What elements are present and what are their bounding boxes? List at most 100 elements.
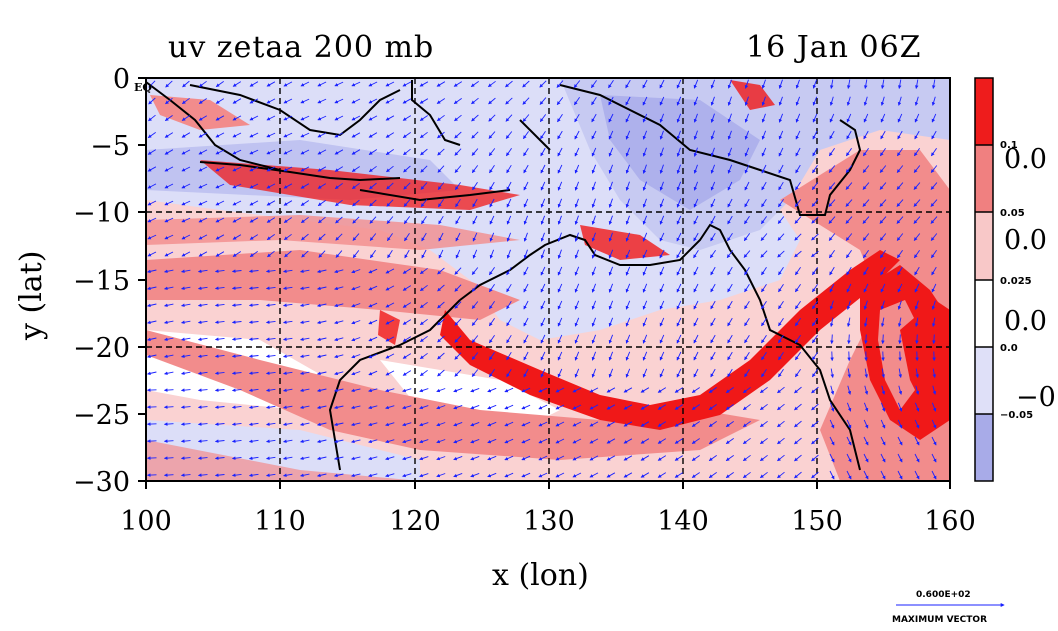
wind-vector [147, 217, 157, 223]
wind-vector [572, 421, 582, 427]
wind-vector [556, 80, 564, 88]
wind-vector [591, 283, 597, 293]
wind-vector [625, 351, 631, 361]
wind-vector [829, 470, 835, 480]
wind-vector [164, 354, 174, 359]
wind-vector [505, 114, 513, 122]
wind-vector [829, 317, 834, 327]
wind-vector [659, 198, 665, 208]
wind-vector [181, 286, 191, 291]
wind-vector [744, 283, 750, 293]
wind-vector [351, 286, 361, 291]
wind-vector [317, 200, 326, 206]
wind-vector [727, 130, 732, 140]
wind-vector [523, 215, 529, 225]
wind-vector [540, 181, 546, 191]
wind-vector [642, 249, 648, 259]
wind-vector [759, 471, 768, 479]
wind-vector [181, 200, 191, 206]
wind-vector [897, 96, 902, 106]
wind-vector [506, 249, 511, 259]
wind-vector [164, 149, 174, 155]
wind-vector [557, 249, 562, 259]
wind-vector [419, 81, 429, 87]
wind-vector [659, 283, 665, 293]
wind-vector [863, 148, 869, 157]
wind-vector [283, 183, 293, 189]
wind-vector [778, 352, 784, 361]
wind-vector [334, 371, 344, 376]
wind-vector [351, 115, 361, 121]
wind-vector [436, 473, 446, 478]
wind-vector [301, 233, 309, 241]
wind-vector [676, 300, 682, 310]
x-tick-label: 140 [657, 506, 709, 537]
wind-vector [742, 471, 751, 479]
wind-vector [794, 437, 802, 445]
wind-vector [846, 283, 852, 293]
wind-vector [402, 336, 412, 342]
wind-vector [742, 454, 751, 462]
wind-vector [487, 387, 497, 393]
wind-vector [198, 183, 208, 189]
wind-vector [863, 113, 869, 123]
wind-vector [300, 81, 310, 87]
wind-vector [608, 232, 613, 242]
wind-vector [606, 472, 616, 478]
wind-vector [317, 473, 327, 478]
wind-vector [420, 165, 428, 173]
wind-vector [231, 439, 242, 443]
wind-vector [574, 147, 580, 157]
wind-vector [506, 232, 512, 242]
wind-vector [265, 286, 276, 290]
wind-vector [453, 98, 462, 104]
wind-vector [539, 97, 547, 105]
wind-vector [778, 301, 784, 310]
wind-vector [642, 96, 648, 106]
wind-vector [419, 456, 429, 461]
wind-vector [283, 371, 293, 376]
wind-vector [931, 453, 937, 463]
wind-vector [589, 438, 599, 444]
wind-vector [710, 317, 716, 327]
wind-vector [180, 405, 191, 409]
wind-vector [283, 320, 293, 325]
wind-vector [265, 269, 276, 273]
wind-vector [521, 387, 531, 393]
wind-vector [708, 421, 717, 427]
wind-vector [794, 250, 802, 258]
wind-vector [437, 182, 445, 190]
wind-vector [437, 131, 445, 139]
wind-vector [472, 215, 478, 225]
wind-vector [574, 181, 580, 191]
wind-vector [487, 472, 497, 478]
wind-vector [248, 439, 259, 444]
wind-vector [385, 302, 395, 308]
wind-vector [846, 96, 851, 106]
wind-vector [880, 148, 886, 157]
wind-vector [301, 250, 309, 258]
wind-vector [249, 166, 259, 172]
wind-vector [521, 421, 531, 427]
wind-vector [523, 283, 529, 293]
wind-vector [557, 114, 563, 123]
wind-vector [538, 438, 548, 444]
wind-vector [523, 300, 529, 310]
wind-vector [795, 369, 801, 378]
wind-vector [845, 199, 853, 207]
wind-vector [506, 181, 512, 191]
wind-vector [759, 420, 768, 428]
wind-vector [249, 81, 259, 87]
wind-vector [283, 337, 293, 342]
wind-vector [742, 386, 751, 394]
wind-vector [811, 420, 819, 428]
wind-vector [387, 233, 393, 242]
wind-vector [436, 422, 446, 427]
wind-vector [198, 166, 208, 172]
wind-vector [248, 337, 259, 341]
wind-vector [523, 181, 529, 191]
wind-vector [727, 266, 733, 276]
wind-vector [540, 283, 546, 293]
wind-vector [163, 422, 174, 426]
wind-vector [914, 453, 920, 463]
